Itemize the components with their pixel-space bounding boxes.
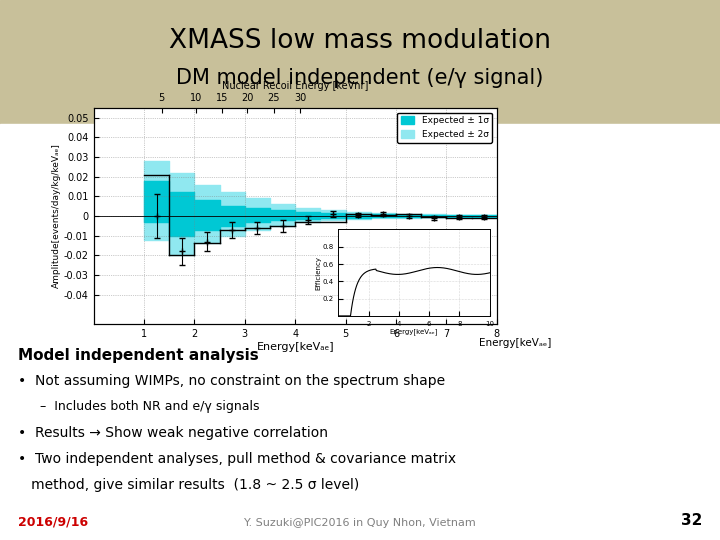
Text: Model independent analysis: Model independent analysis [18,348,258,363]
Legend: Expected ± 1σ, Expected ± 2σ: Expected ± 1σ, Expected ± 2σ [397,112,492,143]
X-axis label: Energy[keVₐₑ]: Energy[keVₐₑ] [256,342,334,352]
Text: –  Includes both NR and e/γ signals: – Includes both NR and e/γ signals [40,400,259,413]
Text: Energy[keVₐₑ]: Energy[keVₐₑ] [479,338,551,348]
Text: method, give similar results  (1.8 ~ 2.5 σ level): method, give similar results (1.8 ~ 2.5 … [18,478,359,492]
X-axis label: Nuclear Recoil Energy [keVnr]: Nuclear Recoil Energy [keVnr] [222,81,369,91]
Text: •  Not assuming WIMPs, no constraint on the spectrum shape: • Not assuming WIMPs, no constraint on t… [18,374,445,388]
Text: •  Results → Show weak negative correlation: • Results → Show weak negative correlati… [18,426,328,440]
Y-axis label: Amplitude[events/day/kg/keVₐₑ]: Amplitude[events/day/kg/keVₐₑ] [52,144,61,288]
Text: DM model independent (e/γ signal): DM model independent (e/γ signal) [176,68,544,89]
Text: XMASS low mass modulation: XMASS low mass modulation [169,28,551,53]
Text: 2016/9/16: 2016/9/16 [18,515,88,528]
X-axis label: Energy[keVₐₑ]: Energy[keVₐₑ] [390,328,438,335]
Text: •  Two independent analyses, pull method & covariance matrix: • Two independent analyses, pull method … [18,452,456,466]
Y-axis label: Efficiency: Efficiency [315,256,321,289]
Text: 32: 32 [680,513,702,528]
Text: Y. Suzuki@PIC2016 in Quy Nhon, Vietnam: Y. Suzuki@PIC2016 in Quy Nhon, Vietnam [244,518,476,528]
